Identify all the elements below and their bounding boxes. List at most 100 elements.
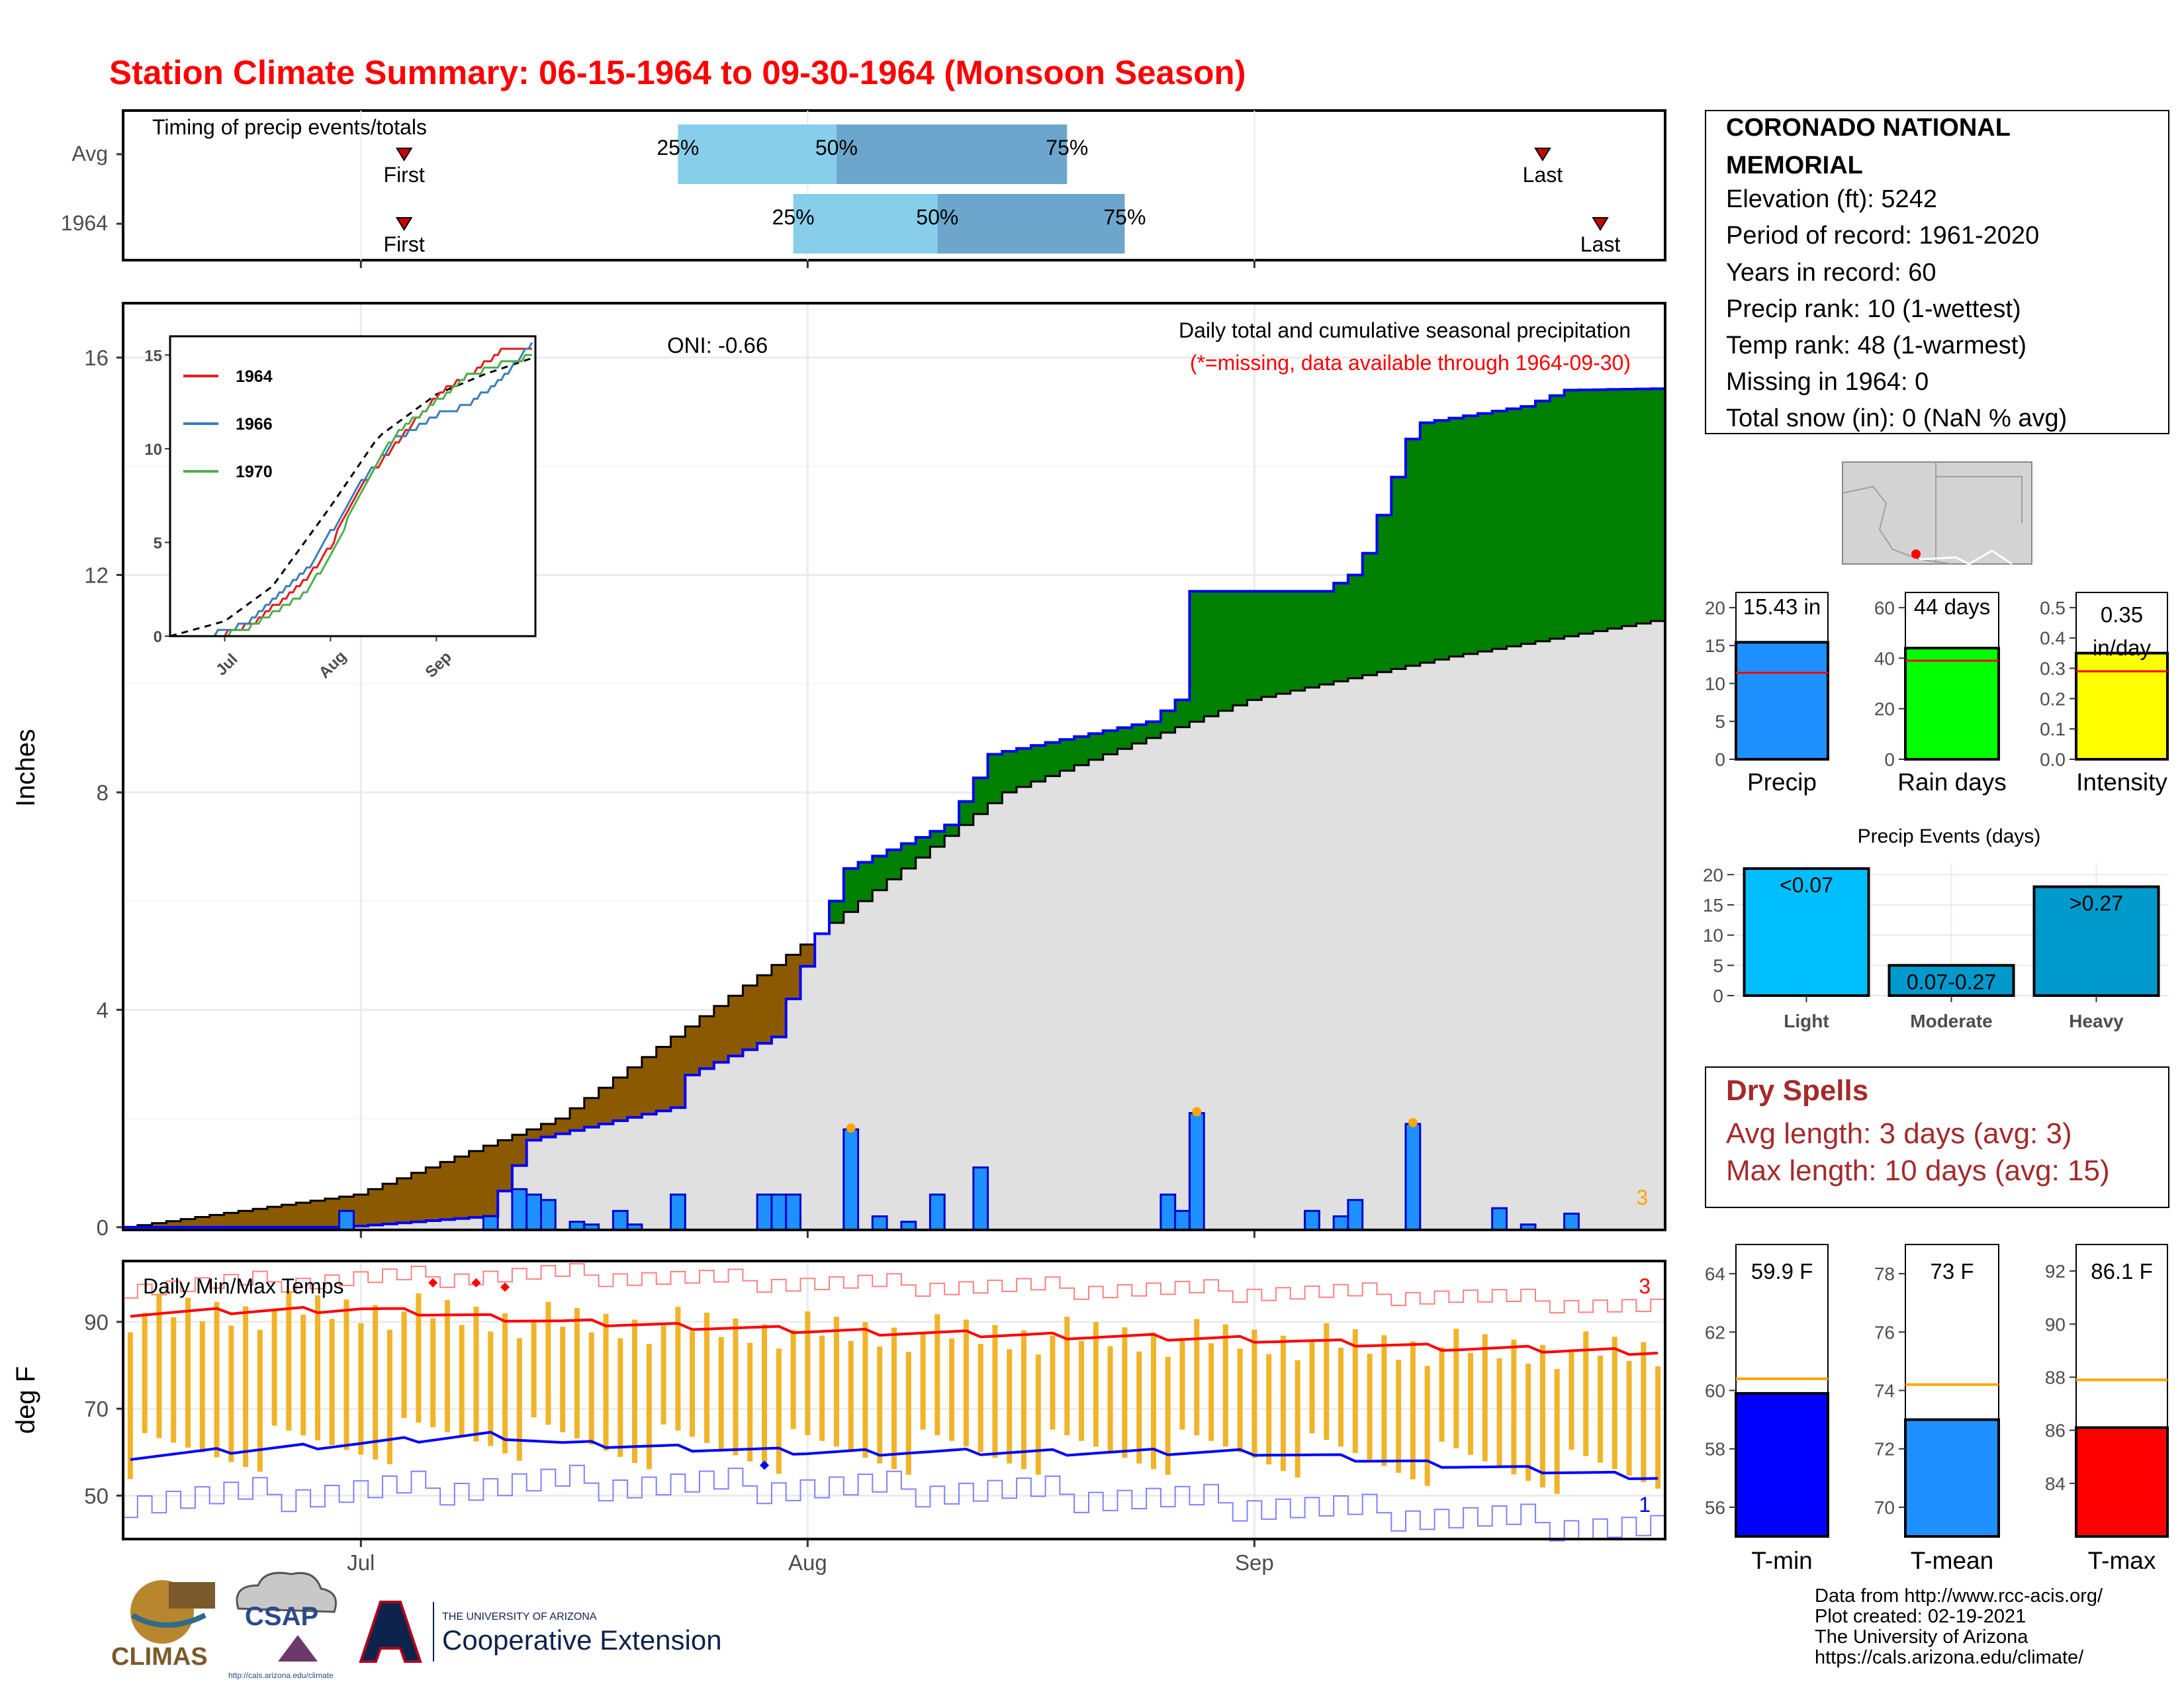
daily-temp-range-bar: [257, 1329, 263, 1472]
daily-temp-range-bar: [1179, 1338, 1185, 1430]
daily-temp-range-bar: [1151, 1333, 1156, 1470]
above-average-area: [959, 801, 974, 825]
below-average-area: [411, 1172, 426, 1222]
daily-temp-range-bar: [588, 1332, 594, 1445]
below-average-area: [670, 1037, 686, 1108]
station-years: Years in record: 60: [1726, 259, 1936, 287]
above-average-area: [1074, 736, 1089, 765]
climas-logo-shape: [169, 1582, 215, 1609]
above-average-area: [1347, 575, 1363, 679]
above-average-area: [1103, 730, 1118, 755]
precip-panel: 0 4 8 12 16 Inches ONI: -0.66 Daily total an…: [11, 302, 1666, 1240]
daily-temp-range-bar: [1598, 1355, 1603, 1463]
last-event-marker-icon: [1592, 217, 1609, 231]
events-bar-name-moderate: Moderate: [1910, 1011, 1992, 1031]
daily-temp-range-bar: [560, 1327, 566, 1432]
temp-summary-y-tick-label: 76: [1874, 1322, 1895, 1342]
record-low-marker-icon: [760, 1460, 770, 1470]
below-average-area: [440, 1162, 455, 1220]
above-average-area: [1002, 751, 1017, 792]
oni-label: ONI: -0.66: [667, 333, 768, 357]
below-average-area: [526, 1129, 542, 1141]
daily-temp-range-bar: [949, 1338, 955, 1441]
timing-bar-50-75: [836, 124, 1068, 184]
temp-x-tick-label-jul: Jul: [347, 1550, 375, 1575]
credit-plot-created: Plot created: 02-19-2021: [1815, 1606, 2026, 1627]
below-average-area: [700, 1016, 715, 1069]
daily-precip-bar: [1160, 1194, 1177, 1231]
temp-panel-title: Daily Min/Max Temps: [143, 1274, 343, 1298]
daily-temp-range-bar: [199, 1321, 205, 1453]
below-average-area: [641, 1056, 657, 1115]
above-average-area: [1651, 389, 1666, 622]
above-average-area: [1477, 413, 1493, 652]
below-average-area: [209, 1215, 225, 1227]
daily-temp-range-bar: [171, 1317, 177, 1443]
summary-y-tick-label: 15: [1705, 635, 1725, 656]
events-bar-name-heavy: Heavy: [2069, 1011, 2124, 1031]
daily-temp-range-bar: [516, 1338, 522, 1461]
temp-panel-frame: [122, 1260, 1666, 1540]
daily-temp-range-bar: [445, 1300, 450, 1432]
temp-summary-y-tick-label: 86: [2045, 1421, 2066, 1441]
daily-temp-range-bar: [718, 1336, 724, 1450]
below-average-area: [368, 1189, 383, 1225]
daily-temp-range-bar: [905, 1352, 911, 1475]
station-period: Period of record: 1961-2020: [1726, 222, 2039, 250]
above-average-area: [1146, 722, 1161, 738]
above-average-area: [1204, 591, 1219, 717]
daily-temp-range-bar: [185, 1297, 191, 1448]
csap-url: http://cals.arizona.edu/climate: [228, 1671, 334, 1680]
daily-temp-range-bar: [1309, 1341, 1315, 1434]
events-y-tick-label: 15: [1703, 895, 1723, 915]
timing-q75-label: 75%: [1046, 136, 1088, 160]
below-average-area: [181, 1219, 196, 1227]
below-average-area: [426, 1167, 441, 1221]
timing-bar-25-50: [678, 124, 837, 184]
above-average-area: [858, 862, 873, 902]
daily-temp-range-bar: [862, 1322, 868, 1458]
daily-temp-range-bar: [545, 1301, 551, 1425]
daily-temp-range-bar: [502, 1313, 508, 1454]
daily-temp-range-bar: [142, 1313, 148, 1433]
temp-summary-y-tick-label: 74: [1874, 1381, 1895, 1401]
temp-summary-y-tick-label: 70: [1874, 1497, 1895, 1518]
daily-precip-bar: [770, 1194, 788, 1231]
temp-summary-bar-0: [1735, 1391, 1829, 1538]
daily-temp-range-bar: [790, 1330, 796, 1429]
below-average-area: [800, 944, 815, 966]
cumulative-average-line: [123, 620, 1665, 1229]
credits: Data from http://www.rcc-acis.org/ Plot …: [1815, 1585, 2103, 1668]
summary-bar-2: [2075, 651, 2169, 761]
cumulative-1964-line: [123, 387, 1665, 1229]
above-average-area: [872, 856, 887, 890]
daily-temp-range-bar: [848, 1340, 854, 1452]
daily-temp-range-bar: [300, 1315, 306, 1436]
map-international-border: [1919, 549, 2013, 565]
daily-temp-range-bar: [1021, 1330, 1026, 1470]
above-average-area: [1621, 389, 1637, 626]
daily-precip-bar: [612, 1209, 629, 1231]
daily-temp-range-bar: [1539, 1344, 1545, 1487]
timing-first-label: First: [384, 163, 425, 187]
daily-temp-range-bar: [704, 1312, 709, 1443]
record-precip-marker: [1408, 1117, 1418, 1127]
daily-temp-range-bar: [531, 1320, 537, 1418]
daily-precip-bar: [1404, 1123, 1422, 1231]
below-average-area: [743, 985, 758, 1050]
locator-map: [1842, 461, 2032, 565]
daily-temp-range-bar: [747, 1342, 753, 1462]
below-average-area: [253, 1209, 268, 1227]
above-average-area: [1549, 395, 1565, 639]
daily-temp-range-bar: [1496, 1358, 1502, 1468]
daily-temp-range-bar: [1079, 1340, 1085, 1441]
above-average-area: [1290, 591, 1306, 691]
below-average-area: [771, 964, 787, 1037]
daily-precip-bar: [1563, 1212, 1580, 1231]
daily-temp-range-bar: [459, 1325, 465, 1437]
summary-y-tick-label: 0: [1884, 749, 1895, 770]
inset-series-1966: [170, 342, 533, 637]
daily-precip-bar: [842, 1128, 860, 1231]
inset-legend-label-1966: 1966: [236, 415, 273, 434]
above-average-area: [915, 837, 931, 858]
